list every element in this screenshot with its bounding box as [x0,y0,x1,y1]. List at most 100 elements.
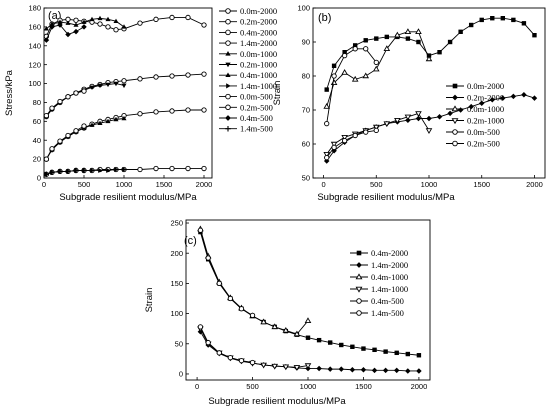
y-tick-label: 0 [179,370,183,379]
data-point [404,28,412,35]
data-point [363,38,368,43]
y-tick-label: 200 [170,249,183,258]
x-tick-label: 500 [370,180,383,189]
data-point [384,34,390,40]
data-point [362,72,370,79]
data-point [90,167,95,173]
data-point [113,18,119,23]
data-point [81,167,87,174]
data-point [425,55,433,62]
data-point [205,339,211,346]
y-tick-label: 100 [297,4,310,13]
legend-marker [355,286,363,293]
legend-marker [452,94,458,101]
data-point [500,16,506,21]
data-point [114,166,119,173]
data-point [43,171,50,177]
legend-label: 0.4m-2000 [371,248,408,258]
data-point [197,227,204,233]
data-point [227,355,234,361]
data-point [394,117,401,124]
y-axis-title: Strain [272,81,283,106]
legend-label: 0.0m-500 [240,92,273,102]
data-point [331,144,337,151]
legend-label: 0.2m-1000 [240,60,277,70]
y-tick-label: 0 [37,174,41,183]
data-point [531,95,538,101]
data-point [361,346,366,351]
y-tick-label: 120 [28,60,41,69]
legend-marker [225,125,231,132]
data-point [405,368,411,374]
data-point [121,115,127,121]
data-point [437,50,442,55]
chart-panel-1: 0 500 1000 1500 2000 0 20 40 60 80 100 120 140 160 180… [4,4,277,203]
legend-marker [225,72,231,78]
legend-label: 0.4m-1000 [240,70,277,80]
y-tick-label: 160 [28,22,41,31]
data-point [153,165,159,172]
data-point [416,368,422,374]
legend-marker [452,140,458,147]
data-point [73,90,79,96]
y-tick-label: 40 [33,136,41,145]
data-point [185,107,191,113]
data-point [293,365,301,371]
legend-marker [452,83,458,89]
data-point [105,24,111,30]
data-point [405,36,411,41]
data-point [43,113,50,119]
series-line [199,230,253,316]
data-point [97,83,103,89]
data-point [352,46,358,52]
series-0.2m-2000 [323,91,538,164]
data-point [121,24,127,29]
data-point [121,78,127,84]
data-point [316,365,322,372]
data-point [341,52,348,59]
data-point [227,295,234,302]
data-point [305,335,311,340]
data-point [500,95,506,101]
y-tick-label: 250 [170,219,183,228]
legend-label: 0.0m-2000 [240,6,277,16]
data-point [532,33,537,38]
data-point [137,111,143,117]
data-point [327,366,333,372]
y-tick-label: 100 [28,79,41,88]
x-tick-label: 1500 [473,180,490,189]
y-tick-label: 140 [28,41,41,50]
data-point [260,362,267,369]
data-point [372,124,380,131]
x-tick-label: 1500 [156,180,173,189]
series-group [197,225,422,374]
x-tick-label: 1000 [421,180,438,189]
data-point [404,114,412,121]
data-point [113,81,119,87]
data-point [372,347,377,353]
data-point [201,22,207,28]
data-point [238,358,245,364]
y-tick-label: 60 [302,140,310,149]
data-point [394,31,401,38]
data-point [137,166,143,173]
data-point [447,110,453,117]
data-point [97,15,103,21]
data-point [216,350,222,356]
series-0.4m-500 [43,22,87,43]
data-point [65,20,71,25]
legend-marker [225,51,231,56]
y-tick-label: 50 [302,174,310,183]
data-point [293,330,301,337]
data-point [373,127,379,134]
data-point [468,103,474,110]
data-point [201,107,207,113]
data-point [73,167,79,174]
data-point [105,118,111,124]
x-tick-label: 1500 [355,382,372,391]
data-point [49,169,55,175]
data-point [489,97,496,103]
data-point [43,37,50,43]
y-tick-label: 60 [33,117,41,126]
